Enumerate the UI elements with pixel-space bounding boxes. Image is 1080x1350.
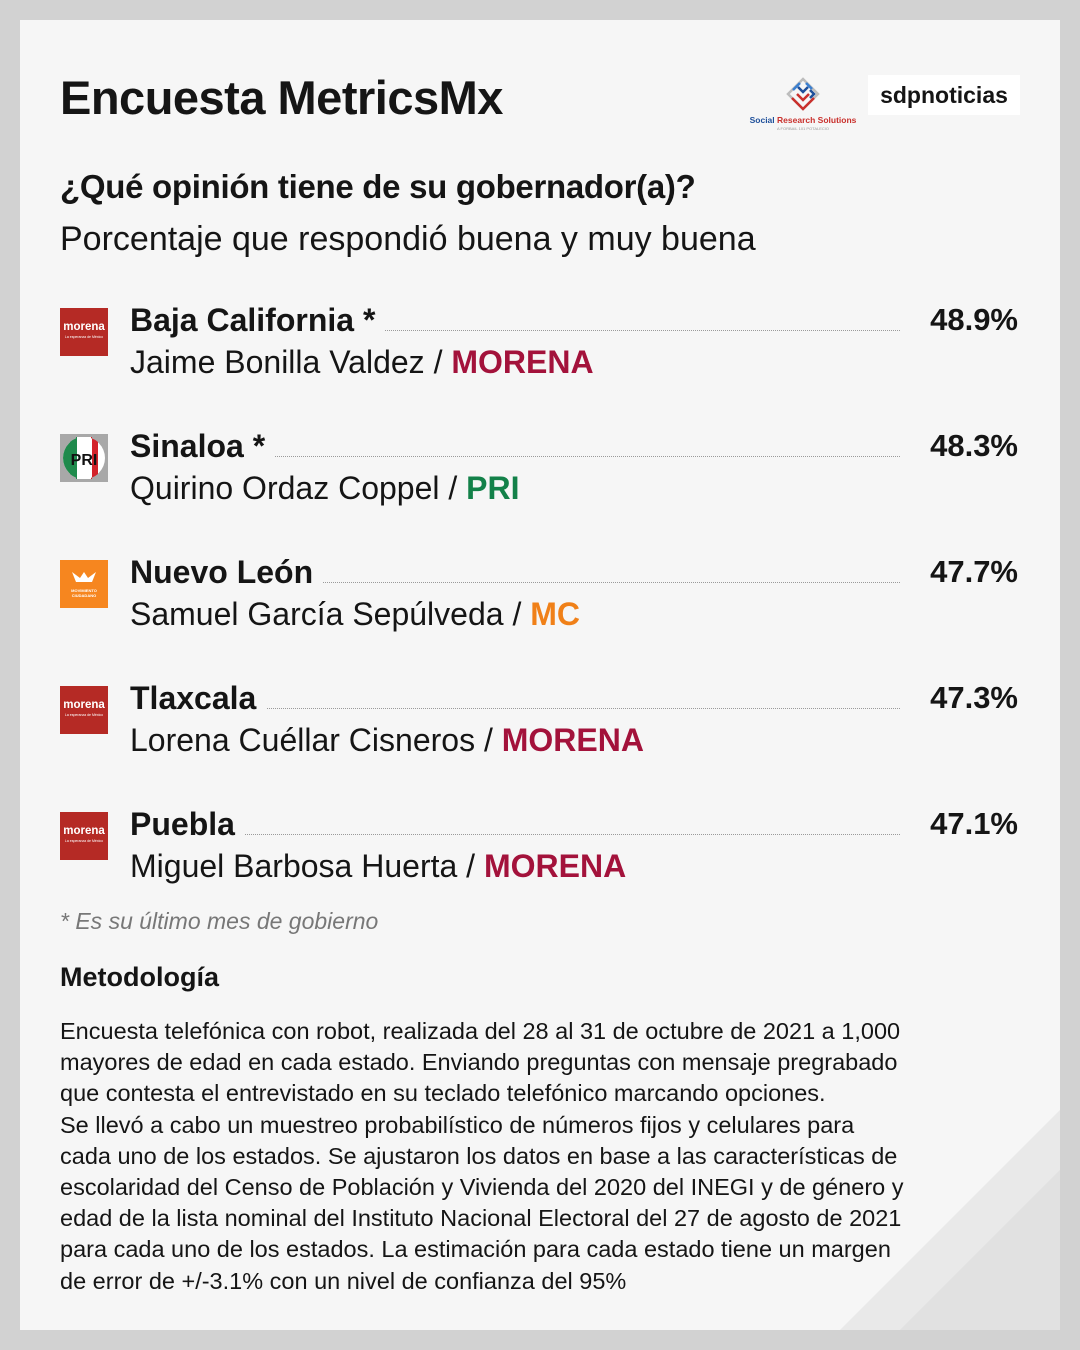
state-name: Nuevo León xyxy=(130,552,324,592)
approval-percentage: 47.7% xyxy=(930,554,1018,589)
morena-logo-icon: morena La esperanza de México xyxy=(60,812,108,860)
question-subtitle: Porcentaje que respondió buena y muy bue… xyxy=(60,220,756,258)
party-label: MC xyxy=(530,596,580,632)
state-name: Baja California * xyxy=(130,300,386,340)
leader-dots xyxy=(130,582,900,583)
state-name: Puebla xyxy=(130,804,245,844)
leader-dots xyxy=(130,456,900,457)
leader-dots xyxy=(130,834,900,835)
governor-name: Miguel Barbosa Huerta / xyxy=(130,848,484,884)
morena-logo-icon: morena La esperanza de México xyxy=(60,686,108,734)
ranking-row: morena La esperanza de México Puebla 47.… xyxy=(60,804,1018,894)
decorative-corner-inner xyxy=(900,1170,1060,1330)
methodology-line: edad de la lista nominal del Instituto N… xyxy=(60,1205,902,1232)
ranking-row: PRI Sinaloa * 48.3% Quirino Ordaz Coppel… xyxy=(60,426,1018,516)
methodology-line: mayores de edad en cada estado. Enviando… xyxy=(60,1049,898,1076)
methodology-line: para cada uno de los estados. La estimac… xyxy=(60,1236,891,1263)
ranking-row: morena La esperanza de México Baja Calif… xyxy=(60,300,1018,390)
state-name: Tlaxcala xyxy=(130,678,267,718)
srs-caption: Social Research Solutions xyxy=(749,115,857,125)
governor-name: Lorena Cuéllar Cisneros / xyxy=(130,722,502,758)
ranking-row: MOVIMIENTO CIUDADANO Nuevo León 47.7% Sa… xyxy=(60,552,1018,642)
methodology-title: Metodología xyxy=(60,962,219,992)
governor-line: Samuel García Sepúlveda / MC xyxy=(130,592,580,636)
state-name: Sinaloa * xyxy=(130,426,276,466)
question-heading: ¿Qué opinión tiene de su gobernador(a)? xyxy=(60,168,696,205)
srs-subcaption: A FORBAIL 101 POTALECIO xyxy=(776,126,830,131)
approval-percentage: 48.9% xyxy=(930,302,1018,337)
methodology-line: Se llevó a cabo un muestreo probabilísti… xyxy=(60,1111,855,1138)
governor-line: Quirino Ordaz Coppel / PRI xyxy=(130,466,520,510)
methodology-line: escolaridad del Censo de Población y Viv… xyxy=(60,1174,904,1201)
governor-name: Samuel García Sepúlveda / xyxy=(130,596,531,632)
party-label: PRI xyxy=(466,470,520,506)
social-research-solutions-logo: Social Research Solutions A FORBAIL 101 … xyxy=(748,72,858,132)
mc-logo-icon: MOVIMIENTO CIUDADANO xyxy=(60,560,108,608)
footnote: * Es su último mes de gobierno xyxy=(60,908,379,934)
methodology-body: Encuesta telefónica con robot, realizada… xyxy=(60,1016,1020,1297)
leader-dots xyxy=(130,330,900,331)
party-label: MORENA xyxy=(483,848,627,884)
governor-line: Miguel Barbosa Huerta / MORENA xyxy=(130,844,626,888)
ranking-row: morena La esperanza de México Tlaxcala 4… xyxy=(60,678,1018,768)
pri-logo-icon: PRI xyxy=(60,434,108,482)
methodology-line: cada uno de los estados. Se ajustaron lo… xyxy=(60,1142,898,1169)
approval-percentage: 47.3% xyxy=(930,680,1018,715)
methodology-line: Encuesta telefónica con robot, realizada… xyxy=(60,1018,901,1044)
approval-percentage: 48.3% xyxy=(930,428,1018,463)
morena-logo-icon: morena La esperanza de México xyxy=(60,308,108,356)
governor-line: Lorena Cuéllar Cisneros / MORENA xyxy=(130,718,644,762)
methodology-line: de error de +/-3.1% con un nivel de conf… xyxy=(60,1267,627,1294)
page-title: Encuesta MetricsMx xyxy=(60,71,503,124)
sdpnoticias-logo: sdpnoticias xyxy=(868,75,1020,115)
governor-line: Jaime Bonilla Valdez / MORENA xyxy=(130,340,594,384)
governor-name: Jaime Bonilla Valdez / xyxy=(130,344,452,380)
party-label: MORENA xyxy=(451,344,594,380)
approval-percentage: 47.1% xyxy=(930,806,1018,841)
leader-dots xyxy=(130,708,900,709)
srs-maze-icon xyxy=(786,77,820,111)
svg-text:PRI: PRI xyxy=(71,452,98,469)
party-label: MORENA xyxy=(501,722,644,758)
governor-name: Quirino Ordaz Coppel / xyxy=(130,470,467,506)
infographic-card: Encuesta MetricsMx Social Research Solut… xyxy=(20,20,1060,1330)
methodology-line: que contesta el entrevistado en su tecla… xyxy=(60,1080,826,1107)
